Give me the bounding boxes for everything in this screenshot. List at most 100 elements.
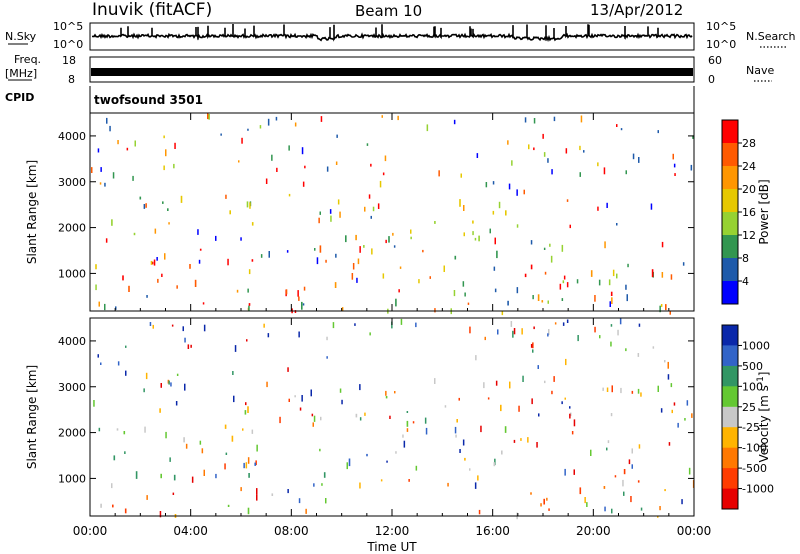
echo-cell: [160, 473, 162, 479]
echo-speckle: [573, 469, 575, 475]
echo-speckle: [474, 482, 477, 489]
echo-cell: [496, 250, 498, 259]
echo-speckle: [661, 241, 664, 248]
echo-speckle: [606, 447, 608, 451]
echo-speckle: [616, 273, 618, 279]
echo-speckle: [472, 231, 474, 236]
echo-speckle: [631, 448, 633, 454]
echo-cell: [111, 219, 113, 226]
echo-cell: [395, 298, 397, 307]
echo-cell: [113, 455, 116, 461]
echo-speckle: [548, 329, 550, 335]
echo-speckle: [238, 160, 240, 163]
cpid-panel: CPID twofsound 3501: [5, 86, 695, 113]
echo-speckle: [628, 459, 631, 465]
echo-speckle: [620, 387, 622, 394]
echo-speckle: [611, 385, 613, 393]
velocity-colorbar: 1000 500 100 25 -25 -100 -500 -1000: [721, 324, 774, 510]
echo-speckle: [184, 337, 186, 343]
echo-speckle: [260, 254, 263, 258]
echo-speckle: [553, 116, 556, 122]
echo-speckle: [225, 194, 227, 199]
echo-speckle: [562, 280, 565, 284]
echo-cell: [251, 259, 254, 262]
echo-speckle: [165, 149, 167, 157]
echo-speckle: [143, 204, 146, 209]
echo-speckle: [527, 437, 529, 443]
echo-cell: [122, 275, 124, 281]
echo-speckle: [682, 262, 685, 266]
echo-speckle: [100, 362, 102, 365]
echo-speckle: [415, 322, 417, 328]
echo-speckle: [611, 297, 613, 304]
y-tick-label: 1000: [58, 472, 86, 485]
echo-speckle: [670, 274, 673, 280]
colorbar-tick-label: 100: [742, 380, 763, 393]
echo-speckle: [686, 400, 689, 406]
y-tick-label: 1000: [58, 267, 86, 280]
echo-cell: [530, 264, 533, 270]
colorbar-segment: [722, 427, 738, 449]
colorbar-tick-label: 4: [742, 275, 749, 288]
echo-speckle: [614, 475, 617, 478]
x-tick-label: 00:00: [677, 524, 712, 538]
echo-speckle: [579, 145, 581, 151]
echo-speckle: [104, 182, 106, 187]
echo-speckle: [610, 324, 613, 327]
echo-speckle: [153, 259, 156, 266]
echo-speckle: [625, 170, 627, 175]
echo-speckle: [386, 460, 388, 463]
echo-speckle: [410, 236, 412, 240]
echo-speckle: [528, 144, 530, 150]
echo-speckle: [268, 251, 270, 258]
echo-speckle: [320, 116, 323, 122]
echo-speckle: [610, 341, 612, 347]
echo-cell: [623, 469, 626, 475]
echo-speckle: [202, 302, 205, 305]
echo-cell: [194, 279, 197, 287]
echo-speckle: [509, 381, 511, 389]
echo-speckle: [565, 358, 567, 366]
echo-speckle: [443, 265, 445, 272]
echo-speckle: [561, 298, 564, 301]
echo-speckle: [150, 260, 153, 265]
echo-speckle: [187, 344, 190, 349]
echo-speckle: [263, 323, 265, 328]
echo-cell: [199, 248, 202, 251]
colorbar-tick-label: 1000: [742, 339, 770, 352]
echo-cell: [493, 462, 496, 467]
echo-speckle: [565, 148, 568, 154]
echo-speckle: [424, 417, 427, 424]
echo-cell: [124, 508, 127, 514]
echo-speckle: [106, 117, 108, 124]
echo-speckle: [359, 482, 361, 489]
echo-speckle: [547, 333, 549, 337]
echo-cell: [248, 303, 251, 306]
echo-cell: [95, 264, 97, 270]
nsky-label: N.Sky: [5, 30, 37, 43]
echo-speckle: [246, 339, 248, 342]
echo-speckle: [266, 381, 268, 388]
echo-speckle: [98, 427, 101, 432]
echo-speckle: [530, 240, 533, 245]
echo-speckle: [434, 378, 436, 384]
echo-speckle: [594, 295, 596, 302]
echo-cell: [345, 235, 347, 243]
echo-speckle: [255, 460, 257, 466]
echo-speckle: [553, 376, 555, 382]
echo-speckle: [389, 415, 391, 419]
velocity-scatter: [93, 318, 695, 520]
echo-cell: [530, 492, 532, 495]
echo-speckle: [149, 322, 152, 326]
echo-speckle: [176, 285, 178, 289]
velocity-xlabel: Time UT: [366, 540, 417, 554]
freq-tick-bottom: 8: [68, 73, 75, 86]
echo-speckle: [684, 418, 686, 421]
echo-speckle: [276, 167, 278, 172]
colorbar-segment: [722, 258, 738, 282]
echo-speckle: [146, 295, 148, 298]
echo-cell: [348, 458, 351, 467]
echo-speckle: [637, 388, 640, 394]
echo-speckle: [215, 235, 217, 241]
echo-speckle: [652, 346, 655, 349]
